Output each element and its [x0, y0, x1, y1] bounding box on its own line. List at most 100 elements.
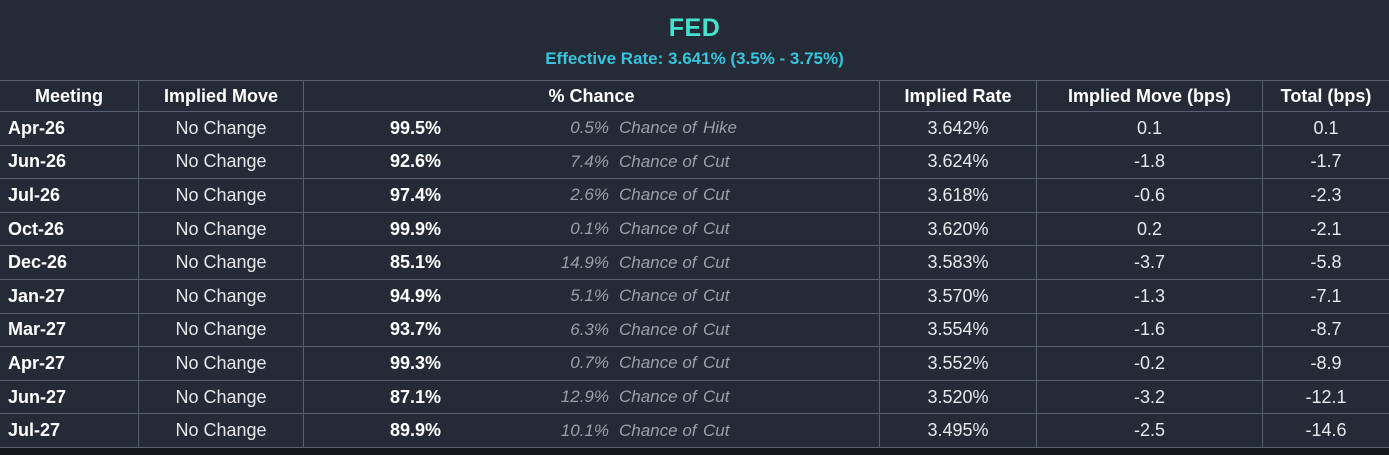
meeting-cell: Jun-27 — [8, 386, 67, 407]
table-row: Apr-26 No Change 99.5% 0.5% Chance of Hi… — [0, 112, 1389, 146]
chance-direction-label: Cut — [703, 286, 730, 306]
implied-move-bps-cell: -0.6 — [1036, 179, 1262, 212]
table-row: Jul-27 No Change 89.9% 10.1% Chance of C… — [0, 414, 1389, 448]
alt-chance-value: 0.7% — [570, 353, 609, 373]
column-header-total-bps: Total (bps) — [1262, 81, 1389, 111]
total-bps-cell: -2.1 — [1262, 212, 1389, 246]
chance-of-label: Chance of — [619, 118, 697, 138]
implied-move-bps-cell: -0.2 — [1036, 347, 1262, 380]
chance-direction-label: Hike — [703, 118, 738, 138]
chance-direction-label: Cut — [703, 319, 730, 339]
implied-move-cell: No Change — [138, 212, 303, 246]
column-header-implied-move: Implied Move — [138, 81, 303, 111]
bottom-divider-strip — [0, 448, 1389, 455]
implied-move-bps-cell: -3.7 — [1036, 246, 1262, 279]
meeting-cell: Jul-27 — [8, 420, 61, 441]
main-chance-value: 99.9% — [389, 218, 441, 239]
table-row: Oct-26 No Change 99.9% 0.1% Chance of Cu… — [0, 212, 1389, 247]
table-row: Mar-27 No Change 93.7% 6.3% Chance of Cu… — [0, 313, 1389, 348]
alt-chance-value: 2.6% — [570, 185, 609, 205]
total-bps-cell: -14.6 — [1262, 414, 1389, 447]
chance-of-label: Chance of — [619, 219, 697, 239]
pct-chance-cell: 92.6% 7.4% Chance of Cut — [303, 145, 879, 179]
column-header-pct-chance: % Chance — [303, 81, 879, 111]
meeting-cell: Dec-26 — [8, 252, 68, 273]
chance-direction-label: Cut — [703, 252, 730, 272]
chance-direction-label: Cut — [703, 353, 730, 373]
chance-direction-label: Cut — [703, 185, 730, 205]
total-bps-cell: -2.3 — [1262, 179, 1389, 212]
implied-rate-cell: 3.520% — [879, 380, 1036, 414]
chance-of-label: Chance of — [619, 185, 697, 205]
main-chance-value: 89.9% — [389, 420, 441, 441]
total-bps-cell: -5.8 — [1262, 246, 1389, 279]
column-header-implied-rate: Implied Rate — [879, 81, 1036, 111]
alt-chance-value: 10.1% — [560, 420, 609, 440]
chance-of-label: Chance of — [619, 252, 697, 272]
meeting-cell: Jul-26 — [8, 184, 61, 205]
implied-rate-cell: 3.620% — [879, 212, 1036, 246]
main-chance-value: 92.6% — [389, 151, 441, 172]
implied-move-bps-cell: -2.5 — [1036, 414, 1262, 447]
pct-chance-cell: 99.5% 0.5% Chance of Hike — [303, 112, 879, 145]
implied-move-cell: No Change — [138, 313, 303, 347]
total-bps-cell: -8.7 — [1262, 313, 1389, 347]
alt-chance-value: 0.5% — [570, 118, 609, 138]
meeting-cell: Jan-27 — [8, 285, 66, 306]
table-row: Apr-27 No Change 99.3% 0.7% Chance of Cu… — [0, 347, 1389, 381]
pct-chance-cell: 93.7% 6.3% Chance of Cut — [303, 313, 879, 347]
main-chance-value: 97.4% — [389, 184, 441, 205]
table-row: Jun-27 No Change 87.1% 12.9% Chance of C… — [0, 380, 1389, 415]
meeting-cell: Apr-27 — [8, 352, 66, 373]
implied-move-cell: No Change — [138, 380, 303, 414]
implied-move-bps-cell: 0.1 — [1036, 112, 1262, 145]
meeting-cell: Jun-26 — [8, 151, 67, 172]
table-body: Apr-26 No Change 99.5% 0.5% Chance of Hi… — [0, 112, 1389, 448]
main-chance-value: 99.3% — [389, 352, 441, 373]
chance-of-label: Chance of — [619, 286, 697, 306]
chance-direction-label: Cut — [703, 219, 730, 239]
pct-chance-cell: 87.1% 12.9% Chance of Cut — [303, 380, 879, 414]
pct-chance-cell: 94.9% 5.1% Chance of Cut — [303, 279, 879, 313]
implied-rate-cell: 3.642% — [879, 112, 1036, 145]
total-bps-cell: 0.1 — [1262, 112, 1389, 145]
pct-chance-cell: 97.4% 2.6% Chance of Cut — [303, 179, 879, 212]
chance-of-label: Chance of — [619, 353, 697, 373]
implied-move-cell: No Change — [138, 112, 303, 145]
total-bps-cell: -7.1 — [1262, 279, 1389, 313]
chance-direction-label: Cut — [703, 387, 730, 407]
alt-chance-value: 7.4% — [570, 151, 609, 171]
implied-rate-cell: 3.495% — [879, 414, 1036, 447]
implied-move-cell: No Change — [138, 347, 303, 380]
implied-rate-cell: 3.624% — [879, 145, 1036, 179]
column-header-meeting: Meeting — [34, 85, 103, 106]
alt-chance-value: 5.1% — [570, 286, 609, 306]
table-row: Jan-27 No Change 94.9% 5.1% Chance of Cu… — [0, 279, 1389, 314]
implied-rate-cell: 3.618% — [879, 179, 1036, 212]
main-chance-value: 85.1% — [389, 252, 441, 273]
pct-chance-cell: 99.9% 0.1% Chance of Cut — [303, 212, 879, 246]
table-row: Jul-26 No Change 97.4% 2.6% Chance of Cu… — [0, 179, 1389, 213]
alt-chance-value: 6.3% — [570, 319, 609, 339]
implied-move-cell: No Change — [138, 414, 303, 447]
column-header-implied-move-bps: Implied Move (bps) — [1036, 81, 1262, 111]
chance-of-label: Chance of — [619, 387, 697, 407]
alt-chance-value: 0.1% — [570, 219, 609, 239]
main-chance-value: 87.1% — [389, 386, 441, 407]
meeting-cell: Mar-27 — [8, 319, 67, 340]
main-chance-value: 94.9% — [389, 285, 441, 306]
implied-move-cell: No Change — [138, 179, 303, 212]
chance-direction-label: Cut — [703, 151, 730, 171]
implied-move-cell: No Change — [138, 246, 303, 279]
implied-move-bps-cell: 0.2 — [1036, 212, 1262, 246]
page-title: FED — [668, 13, 721, 42]
chance-of-label: Chance of — [619, 319, 697, 339]
meeting-cell: Oct-26 — [8, 218, 65, 239]
chance-of-label: Chance of — [619, 420, 697, 440]
total-bps-cell: -1.7 — [1262, 145, 1389, 179]
implied-move-cell: No Change — [138, 145, 303, 179]
table-row: Dec-26 No Change 85.1% 14.9% Chance of C… — [0, 246, 1389, 280]
total-bps-cell: -12.1 — [1262, 380, 1389, 414]
implied-rate-cell: 3.570% — [879, 279, 1036, 313]
implied-move-bps-cell: -1.3 — [1036, 279, 1262, 313]
